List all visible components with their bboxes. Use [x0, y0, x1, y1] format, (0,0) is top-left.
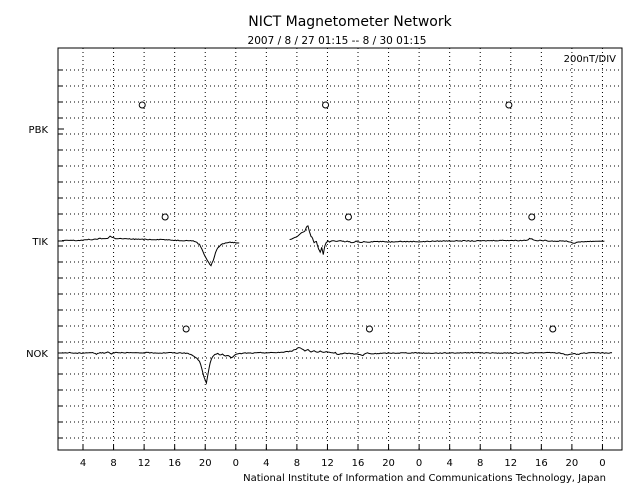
- midnight-marker: [549, 325, 557, 333]
- x-tick-label: 20: [382, 458, 395, 469]
- x-axis-ticks: 4 8 12 16 20 0 4 8 12 16 20 0 4 8 12 16 20 0: [80, 445, 606, 469]
- plot-frame: [57, 47, 623, 451]
- station-label-pbk: PBK: [29, 125, 49, 136]
- x-tick-label: 4: [263, 458, 269, 469]
- midnight-marker: [344, 213, 352, 221]
- x-tick-label: 16: [535, 458, 548, 469]
- x-tick-label: 4: [80, 458, 86, 469]
- station-labels: PBK TIK NOK: [26, 125, 64, 360]
- x-tick-label: 4: [446, 458, 452, 469]
- x-tick-label: 12: [321, 458, 334, 469]
- trace-tik: [289, 225, 605, 255]
- midnight-markers: [138, 101, 557, 333]
- plot-grid: [58, 48, 622, 450]
- x-tick-label: 8: [477, 458, 483, 469]
- x-tick-label: 0: [416, 458, 422, 469]
- trace-nok: [61, 346, 613, 385]
- midnight-marker: [161, 213, 169, 221]
- midnight-marker: [528, 213, 536, 221]
- x-tick-label: 16: [168, 458, 181, 469]
- x-tick-label: 12: [504, 458, 517, 469]
- scale-label: 200nT/DIV: [564, 54, 617, 65]
- x-tick-label: 8: [110, 458, 116, 469]
- midnight-marker: [182, 325, 190, 333]
- x-tick-label: 16: [352, 458, 365, 469]
- credit-text: National Institute of Information and Co…: [243, 473, 606, 484]
- x-tick-label: 0: [599, 458, 605, 469]
- x-tick-label: 12: [138, 458, 151, 469]
- station-label-tik: TIK: [31, 237, 48, 248]
- station-label-nok: NOK: [26, 349, 48, 360]
- midnight-marker: [138, 101, 146, 109]
- midnight-marker: [322, 101, 330, 109]
- station-traces: [61, 225, 613, 385]
- trace-tik: [61, 235, 240, 267]
- chart-date-range: 2007 / 8 / 27 01:15 -- 8 / 30 01:15: [248, 35, 427, 47]
- x-tick-label: 8: [294, 458, 300, 469]
- midnight-marker: [505, 101, 513, 109]
- chart-title: NICT Magnetometer Network: [248, 14, 452, 30]
- x-tick-label: 20: [199, 458, 212, 469]
- x-tick-label: 20: [566, 458, 579, 469]
- midnight-marker: [365, 325, 373, 333]
- x-tick-label: 0: [233, 458, 239, 469]
